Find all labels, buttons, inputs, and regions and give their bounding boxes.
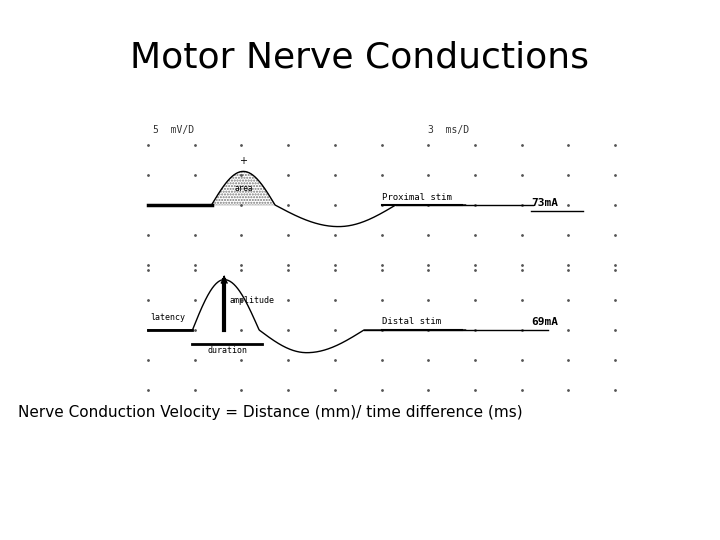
Text: Distal stim: Distal stim <box>382 318 441 327</box>
Text: latency: latency <box>150 313 185 322</box>
Text: Motor Nerve Conductions: Motor Nerve Conductions <box>130 40 590 74</box>
Text: Nerve Conduction Velocity = Distance (mm)/ time difference (ms): Nerve Conduction Velocity = Distance (mm… <box>18 405 523 420</box>
Text: 5  mV/D: 5 mV/D <box>153 125 194 135</box>
Text: +: + <box>239 157 247 166</box>
Text: 69mA: 69mA <box>531 317 558 327</box>
Text: Proximal stim: Proximal stim <box>382 192 451 201</box>
Text: 3  ms/D: 3 ms/D <box>428 125 469 135</box>
Text: 73mA: 73mA <box>531 198 558 208</box>
Text: duration: duration <box>207 346 248 355</box>
Text: amplitude: amplitude <box>229 296 274 305</box>
Text: area: area <box>234 184 253 193</box>
